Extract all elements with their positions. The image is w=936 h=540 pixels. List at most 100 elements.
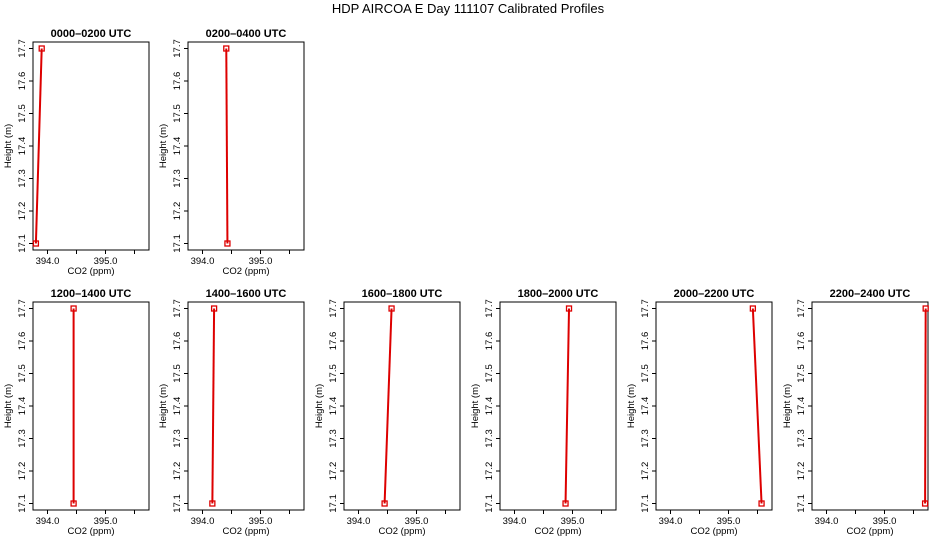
y-tick-label: 17.6 bbox=[172, 332, 183, 351]
chart-title: 0200–0400 UTC bbox=[206, 28, 287, 40]
y-tick-label: 17.1 bbox=[172, 494, 183, 513]
y-axis-label: Height (m) bbox=[3, 124, 14, 168]
y-tick-label: 17.1 bbox=[796, 494, 807, 513]
x-axis-label: CO2 (ppm) bbox=[223, 266, 270, 277]
y-tick-label: 17.6 bbox=[17, 332, 28, 351]
chart-title: 1800–2000 UTC bbox=[518, 288, 599, 300]
y-tick-label: 17.3 bbox=[484, 429, 495, 448]
x-tick-label: 395.0 bbox=[873, 516, 897, 527]
y-tick-label: 17.1 bbox=[640, 494, 651, 513]
y-tick-label: 17.4 bbox=[172, 137, 183, 156]
y-tick-label: 17.2 bbox=[328, 462, 339, 481]
y-tick-label: 17.1 bbox=[17, 494, 28, 513]
x-axis-label: CO2 (ppm) bbox=[847, 526, 894, 537]
data-point bbox=[209, 500, 216, 507]
data-point bbox=[562, 500, 569, 507]
x-tick-label: 395.0 bbox=[717, 516, 741, 527]
y-tick-label: 17.6 bbox=[328, 332, 339, 351]
y-tick-label: 17.1 bbox=[484, 494, 495, 513]
y-tick-label: 17.4 bbox=[172, 397, 183, 416]
data-point bbox=[224, 240, 231, 247]
plot-frame bbox=[187, 301, 305, 511]
y-axis-label: Height (m) bbox=[626, 384, 637, 428]
x-tick-label: 394.0 bbox=[347, 516, 371, 527]
y-tick-label: 17.2 bbox=[640, 462, 651, 481]
y-tick-label: 17.2 bbox=[796, 462, 807, 481]
y-tick-label: 17.7 bbox=[328, 299, 339, 318]
y-tick-label: 17.2 bbox=[484, 462, 495, 481]
data-point bbox=[38, 45, 45, 52]
profile-line bbox=[924, 308, 927, 504]
x-tick-label: 394.0 bbox=[191, 256, 215, 267]
x-axis-label: CO2 (ppm) bbox=[379, 526, 426, 537]
profile-line bbox=[564, 308, 571, 504]
y-tick-label: 17.4 bbox=[484, 397, 495, 416]
plot-frame bbox=[32, 301, 150, 511]
y-axis-label: Height (m) bbox=[158, 384, 169, 428]
x-tick-label: 394.0 bbox=[191, 516, 215, 527]
y-tick-label: 17.6 bbox=[17, 72, 28, 91]
y-axis-label: Height (m) bbox=[314, 384, 325, 428]
x-axis-label: CO2 (ppm) bbox=[223, 526, 270, 537]
chart-title: 0000–0200 UTC bbox=[51, 28, 132, 40]
data-point bbox=[381, 500, 388, 507]
y-tick-label: 17.7 bbox=[172, 299, 183, 318]
profile-line bbox=[383, 308, 393, 504]
y-tick-label: 17.6 bbox=[484, 332, 495, 351]
data-point bbox=[922, 305, 929, 312]
y-tick-label: 17.3 bbox=[17, 429, 28, 448]
y-axis-label: Height (m) bbox=[470, 384, 481, 428]
y-tick-label: 17.1 bbox=[172, 234, 183, 253]
x-tick-label: 394.0 bbox=[503, 516, 527, 527]
profile-line bbox=[34, 48, 43, 244]
x-tick-label: 395.0 bbox=[94, 516, 118, 527]
y-tick-label: 17.7 bbox=[484, 299, 495, 318]
page-title: HDP AIRCOA E Day 111107 Calibrated Profi… bbox=[331, 1, 605, 16]
data-point bbox=[921, 500, 929, 507]
data-point bbox=[32, 240, 40, 247]
x-tick-label: 395.0 bbox=[249, 516, 273, 527]
y-tick-label: 17.6 bbox=[640, 332, 651, 351]
plot-frame bbox=[343, 301, 461, 511]
profile-line bbox=[751, 308, 763, 504]
y-tick-label: 17.4 bbox=[17, 137, 28, 156]
chart-title: 1200–1400 UTC bbox=[51, 288, 132, 300]
y-tick-label: 17.7 bbox=[17, 299, 28, 318]
x-tick-label: 394.0 bbox=[815, 516, 839, 527]
data-point bbox=[749, 305, 757, 312]
chart-title: 1600–1800 UTC bbox=[362, 288, 443, 300]
profile-line bbox=[225, 48, 229, 244]
x-axis-label: CO2 (ppm) bbox=[68, 266, 115, 277]
chart-title: 2200–2400 UTC bbox=[830, 288, 911, 300]
y-tick-label: 17.4 bbox=[328, 397, 339, 416]
x-tick-label: 394.0 bbox=[659, 516, 683, 527]
y-tick-label: 17.5 bbox=[172, 364, 183, 383]
y-tick-label: 17.7 bbox=[640, 299, 651, 318]
chart-title: 2000–2200 UTC bbox=[674, 288, 755, 300]
y-tick-label: 17.3 bbox=[172, 169, 183, 188]
y-tick-label: 17.5 bbox=[796, 364, 807, 383]
y-tick-label: 17.5 bbox=[484, 364, 495, 383]
y-tick-label: 17.1 bbox=[328, 494, 339, 513]
x-tick-label: 395.0 bbox=[249, 256, 273, 267]
y-tick-label: 17.6 bbox=[172, 72, 183, 91]
x-tick-label: 394.0 bbox=[36, 516, 60, 527]
x-axis-label: CO2 (ppm) bbox=[68, 526, 115, 537]
y-tick-label: 17.3 bbox=[17, 169, 28, 188]
y-tick-label: 17.7 bbox=[796, 299, 807, 318]
y-axis-label: Height (m) bbox=[3, 384, 14, 428]
data-point bbox=[70, 305, 77, 312]
y-tick-label: 17.6 bbox=[796, 332, 807, 351]
y-tick-label: 17.2 bbox=[17, 462, 28, 481]
x-axis-label: CO2 (ppm) bbox=[691, 526, 738, 537]
chart-title: 1400–1600 UTC bbox=[206, 288, 287, 300]
data-point bbox=[210, 305, 218, 312]
y-tick-label: 17.4 bbox=[640, 397, 651, 416]
data-point bbox=[223, 45, 230, 52]
y-tick-label: 17.5 bbox=[17, 104, 28, 123]
